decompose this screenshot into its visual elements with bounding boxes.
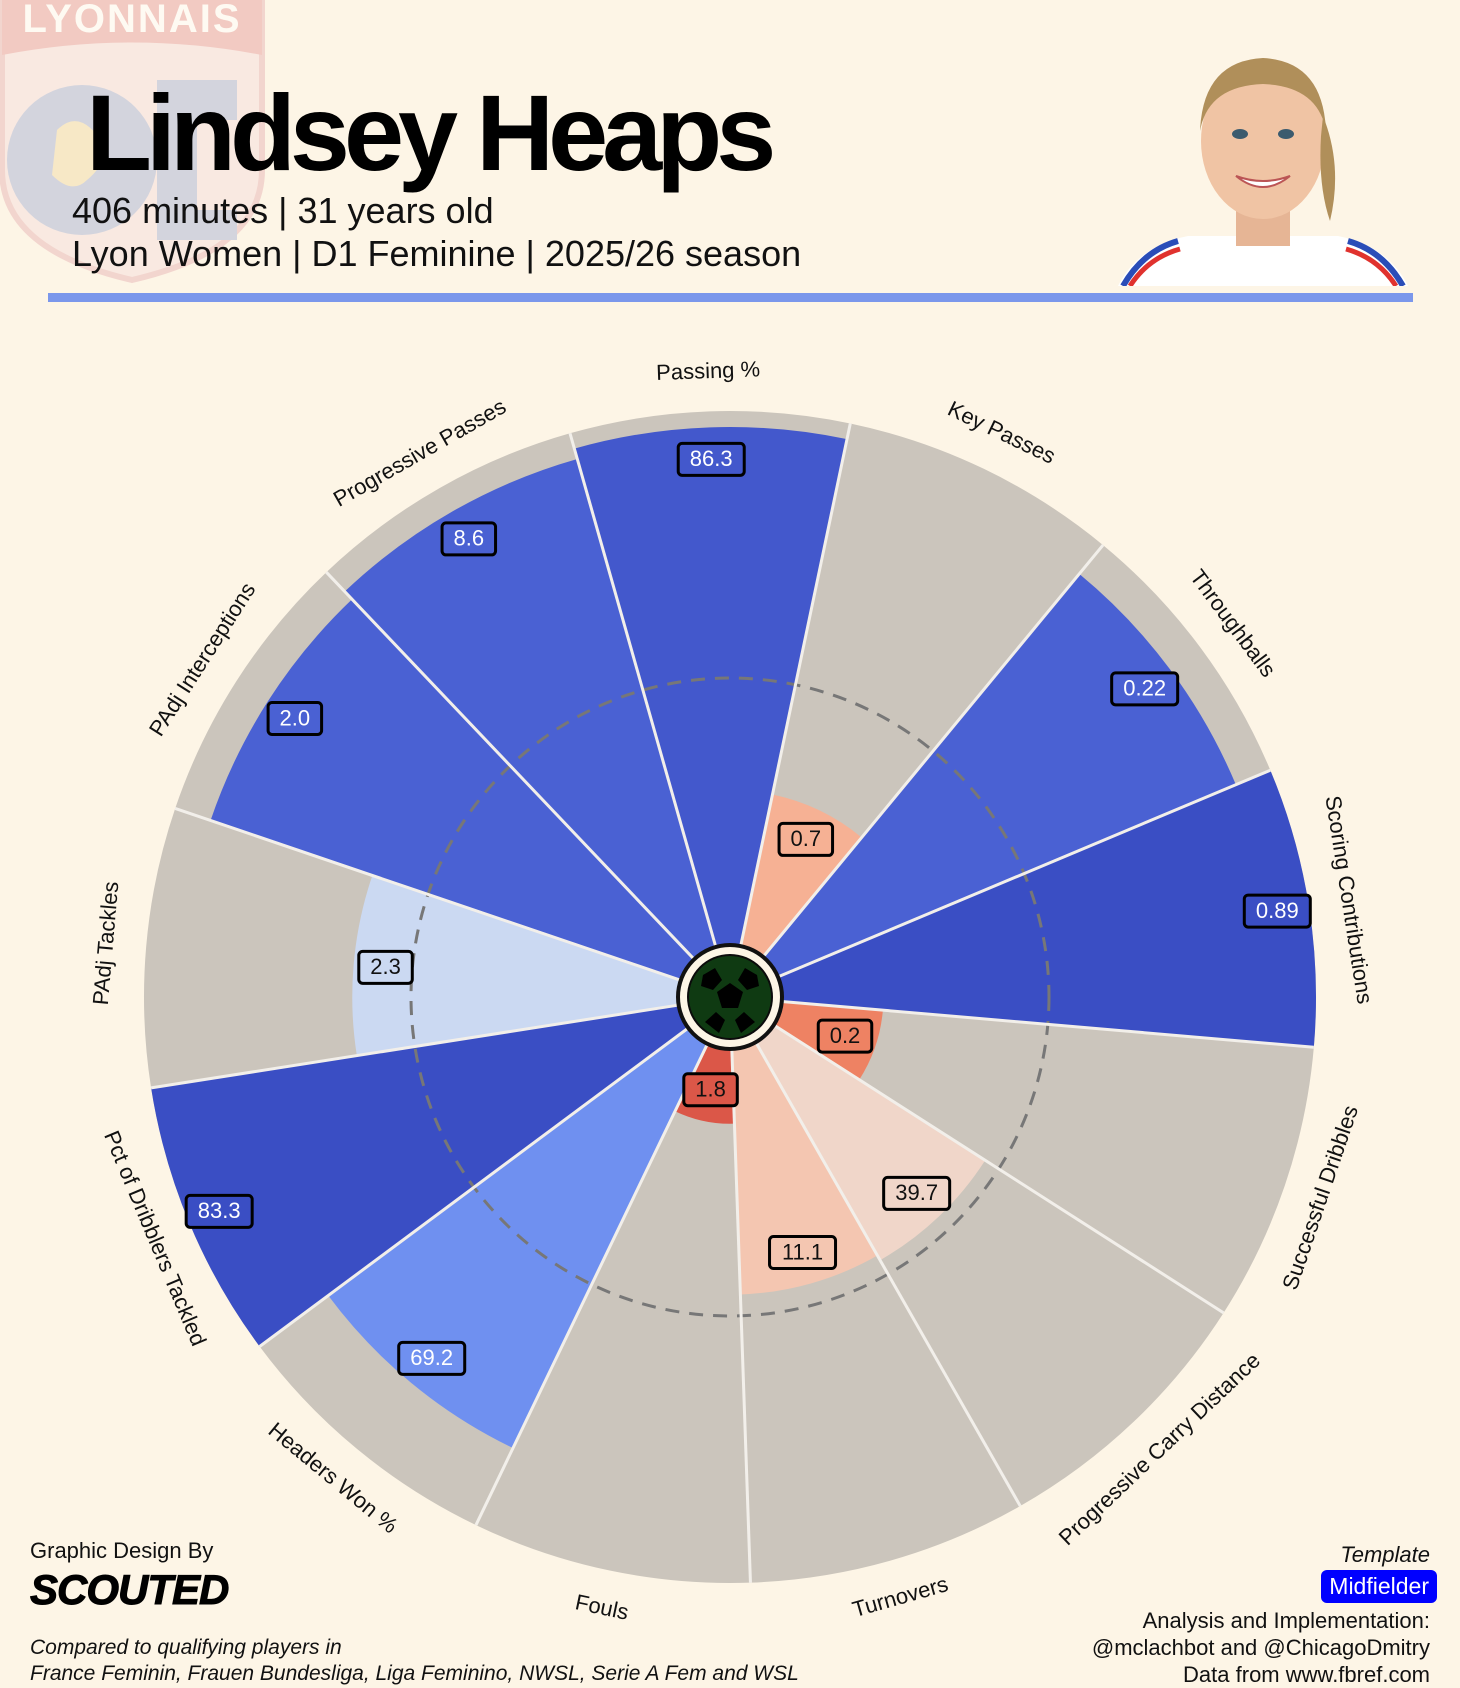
- value-label-padj-interceptions: 2.0: [280, 705, 311, 730]
- slice-divider: [781, 999, 1314, 1049]
- metric-label-scoring-contributions: Scoring Contributions: [1320, 794, 1377, 1006]
- value-badge-successful-dribbles: [816, 1018, 874, 1054]
- slice-padj-interceptions: [210, 599, 695, 981]
- slice-divider: [474, 1043, 709, 1526]
- value-label-successful-dribbles: 0.2: [830, 1023, 861, 1048]
- value-badge-progressive-carry-distance: [882, 1175, 952, 1211]
- value-label-progressive-passes: 8.6: [454, 526, 485, 551]
- slice-divider: [174, 807, 682, 982]
- value-badge-padj-interceptions: [266, 701, 324, 737]
- slice-divider: [150, 1003, 679, 1090]
- scouted-logo: SCOUTED: [29, 1566, 229, 1614]
- metric-label-key-passes: Key Passes: [944, 396, 1060, 469]
- value-badge-turnovers: [768, 1235, 838, 1271]
- metric-label-passing: Passing %: [656, 356, 761, 385]
- slice-divider: [730, 1048, 752, 1583]
- comparison-leagues: France Feminin, Frauen Bundesliga, Liga …: [30, 1662, 799, 1685]
- slice-padj-tackles: [352, 875, 681, 1056]
- metric-label-padj-tackles: PAdj Tackles: [88, 880, 124, 1006]
- slice-turnovers: [731, 1042, 878, 1295]
- design-credit: Graphic Design By: [30, 1538, 214, 1563]
- value-labels: 86.3 0.7 0.22 0.89 0.2 39.7 11.1 1.8 69.2 83.3 2.3…: [184, 441, 1312, 1376]
- value-label-padj-tackles: 2.3: [370, 954, 401, 979]
- template-label: Template: [1340, 1542, 1430, 1567]
- slice-background-fouls: [475, 1043, 751, 1583]
- value-badge-headers-won: [397, 1340, 467, 1376]
- slice-divider: [754, 1041, 1022, 1507]
- analysis-credits: Analysis and Implementation: @mclachbot …: [1092, 1607, 1430, 1688]
- soccer-ball-icon: [676, 943, 784, 1051]
- value-label-progressive-carry-distance: 39.7: [895, 1180, 938, 1205]
- value-label-turnovers: 11.1: [782, 1239, 823, 1264]
- analysis-authors: @mclachbot and @ChicagoDmitry: [1091, 1635, 1430, 1660]
- comparison-note: Compared to qualifying players in France…: [30, 1635, 799, 1687]
- slice-dividers: [150, 423, 1314, 1583]
- value-badge-key-passes: [777, 821, 835, 857]
- value-badge-progressive-passes: [440, 521, 498, 557]
- value-label-passing: 86.3: [690, 446, 733, 471]
- template-badge: Midfielder: [1321, 1570, 1437, 1603]
- value-badge-fouls: [682, 1072, 739, 1108]
- player-photo: [1118, 58, 1408, 286]
- value-label-fouls: 1.8: [695, 1077, 726, 1102]
- value-label-throughballs: 0.22: [1123, 676, 1166, 701]
- value-badge-passing: [676, 441, 746, 477]
- slice-divider: [258, 1026, 690, 1348]
- value-badge-padj-tackles: [357, 949, 414, 985]
- value-badge-pct-of-dribblers-tackled: [184, 1193, 254, 1229]
- value-label-scoring-contributions: 0.89: [1256, 898, 1299, 923]
- metric-label-fouls: Fouls: [573, 1589, 631, 1625]
- slice-scoring-contributions: [777, 770, 1316, 1048]
- slice-divider: [761, 544, 1105, 958]
- slice-passing: [574, 427, 848, 947]
- slice-progressive-passes: [344, 458, 716, 960]
- player-info-line: 406 minutes | 31 years old: [72, 190, 494, 231]
- value-label-key-passes: 0.7: [791, 826, 822, 851]
- slice-divider: [325, 571, 696, 961]
- median-reference-ring: [409, 676, 1051, 1318]
- svg-text:LYONNAIS: LYONNAIS: [22, 0, 241, 41]
- header-divider: [48, 293, 1413, 302]
- data-source: Data from www.fbref.com: [1183, 1662, 1430, 1687]
- analysis-line: Analysis and Implementation:: [1142, 1608, 1430, 1633]
- value-label-headers-won: 69.2: [410, 1345, 453, 1370]
- slice-divider: [772, 1023, 1225, 1315]
- slice-divider: [568, 432, 718, 948]
- value-badge-throughballs: [1110, 671, 1180, 707]
- slice-divider: [739, 423, 852, 947]
- slice-background-successful-dribbles: [773, 1001, 1314, 1313]
- team-league-season-line: Lyon Women | D1 Feminine | 2025/26 seaso…: [72, 233, 802, 274]
- comparison-line: Compared to qualifying players in: [30, 1636, 342, 1659]
- slice-divider: [777, 768, 1271, 979]
- lyon-crest-logo: LYONNAIS: [0, 0, 265, 284]
- value-badge-scoring-contributions: [1242, 893, 1312, 929]
- value-label-pct-of-dribblers-tackled: 83.3: [198, 1198, 241, 1223]
- slice-pct-of-dribblers-tackled: [151, 1005, 689, 1347]
- metric-label-turnovers: Turnovers: [850, 1571, 951, 1622]
- player-name: Lindsey Heaps: [86, 72, 776, 193]
